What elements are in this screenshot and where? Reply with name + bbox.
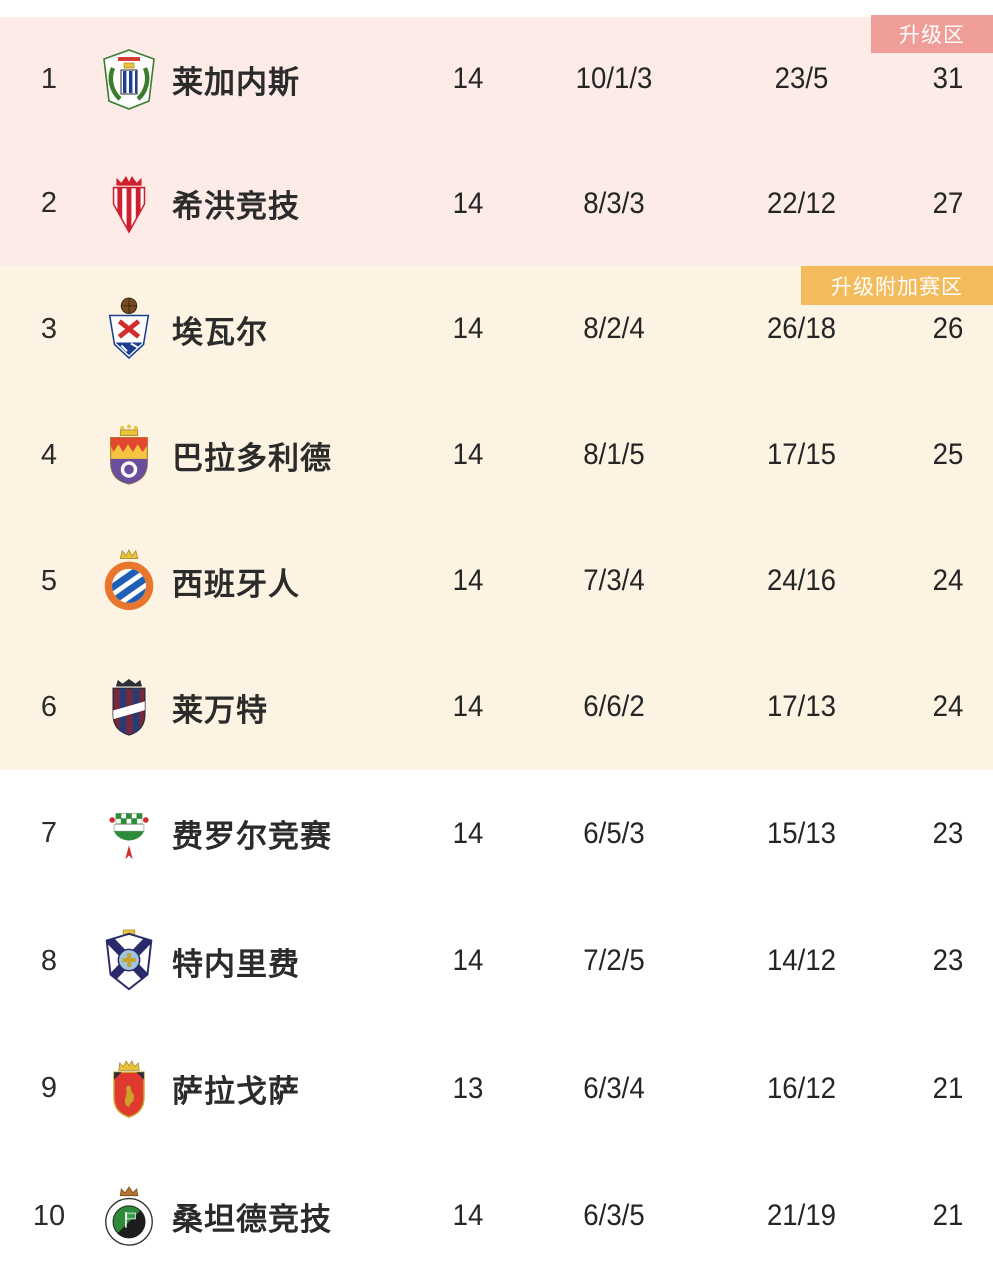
table-row[interactable]: 6 莱万特 14 6/6/2 17/13 24 — [0, 644, 993, 770]
win-draw-loss: 6/6/2 — [583, 690, 645, 723]
points: 26 — [932, 312, 964, 345]
rank: 8 — [40, 944, 58, 977]
rank: 9 — [40, 1072, 58, 1105]
espanyol-crest-icon — [98, 547, 160, 615]
team-name: 巴拉多利德 — [172, 440, 332, 476]
win-draw-loss: 8/2/4 — [583, 312, 645, 345]
team-name: 桑坦德竞技 — [172, 1201, 332, 1237]
rank: 5 — [40, 564, 58, 597]
goals-for-against: 15/13 — [766, 816, 837, 850]
rank: 6 — [40, 690, 58, 723]
table-row[interactable]: 9 萨拉戈萨 13 6/3/4 16/12 21 — [0, 1025, 993, 1153]
matches-played: 14 — [452, 944, 484, 978]
rank: 10 — [32, 1199, 66, 1232]
goals-for-against: 26/18 — [766, 312, 837, 345]
leganes-crest-icon — [98, 46, 160, 112]
team-name: 莱加内斯 — [172, 64, 300, 100]
win-draw-loss: 8/1/5 — [583, 438, 645, 471]
playoff-zone-badge: 升级附加赛区 — [801, 266, 993, 305]
matches-played: 14 — [452, 690, 484, 723]
table-row[interactable]: 2 希洪竞技 14 8/3/3 22/12 27 — [0, 142, 993, 267]
eibar-crest-icon — [98, 296, 160, 362]
team-name: 西班牙人 — [172, 566, 300, 602]
points: 23 — [932, 944, 964, 978]
win-draw-loss: 8/3/3 — [583, 186, 645, 220]
sporting-gijon-crest-icon — [98, 172, 160, 236]
rank: 4 — [40, 438, 58, 471]
win-draw-loss: 6/3/4 — [583, 1071, 645, 1105]
win-draw-loss: 7/3/4 — [583, 564, 645, 597]
matches-played: 14 — [452, 564, 484, 597]
goals-for-against: 22/12 — [766, 186, 837, 220]
goals-for-against: 21/19 — [766, 1199, 837, 1233]
goals-for-against: 17/15 — [766, 438, 837, 471]
table-row[interactable]: 3 埃瓦尔 14 8/2/4 26/18 26 — [0, 266, 993, 392]
matches-played: 14 — [452, 438, 484, 471]
table-row[interactable]: 8 特内里费 14 7/2/5 14/12 23 — [0, 898, 993, 1026]
table-row[interactable]: 7 费罗尔竞赛 14 6/5/3 15/13 23 — [0, 770, 993, 898]
goals-for-against: 24/16 — [766, 564, 837, 597]
table-row[interactable]: 1 莱加内斯 14 10/1/3 23/5 31 — [0, 17, 993, 142]
racing-ferrol-crest-icon — [98, 802, 160, 866]
rank: 7 — [40, 817, 58, 850]
goals-for-against: 23/5 — [774, 62, 829, 96]
points: 25 — [932, 438, 964, 471]
points: 31 — [932, 62, 964, 96]
goals-for-against: 17/13 — [766, 690, 837, 723]
santander-crest-icon — [98, 1182, 160, 1250]
points: 24 — [932, 690, 964, 723]
top-strip — [0, 0, 993, 17]
valladolid-crest-icon — [98, 422, 160, 488]
win-draw-loss: 7/2/5 — [583, 944, 645, 978]
points: 21 — [932, 1071, 964, 1105]
goals-for-against: 14/12 — [766, 944, 837, 978]
promotion-zone-badge: 升级区 — [871, 15, 993, 53]
matches-played: 14 — [452, 312, 484, 345]
table-row[interactable]: 4 巴拉多利德 14 8/1/5 17/15 25 — [0, 392, 993, 518]
promotion-zone: 升级区 1 莱加内斯 14 10/1/3 23/5 3 — [0, 15, 993, 267]
win-draw-loss: 10/1/3 — [575, 62, 653, 96]
mid-table-zone: 7 费罗尔竞赛 14 6/5/3 15/13 23 — [0, 770, 993, 1280]
team-name: 萨拉戈萨 — [172, 1074, 300, 1110]
team-name: 埃瓦尔 — [172, 314, 268, 350]
points: 21 — [932, 1199, 964, 1233]
points: 23 — [932, 816, 964, 850]
matches-played: 14 — [452, 1199, 484, 1233]
zaragoza-crest-icon — [98, 1056, 160, 1122]
goals-for-against: 16/12 — [766, 1071, 837, 1105]
win-draw-loss: 6/5/3 — [583, 816, 645, 850]
playoff-zone: 升级附加赛区 3 埃瓦尔 14 8/2/4 26/18 26 4 — [0, 266, 993, 770]
table-row[interactable]: 10 桑坦德竞技 14 6/3/5 21/19 21 — [0, 1153, 993, 1280]
team-name: 莱万特 — [172, 692, 268, 728]
rank: 1 — [40, 62, 58, 95]
matches-played: 14 — [452, 62, 484, 96]
levante-crest-icon — [98, 675, 160, 739]
team-name: 费罗尔竞赛 — [172, 819, 332, 855]
rank: 2 — [40, 187, 58, 220]
table-row[interactable]: 5 西班牙人 14 7/3/4 24/16 24 — [0, 518, 993, 644]
matches-played: 13 — [452, 1071, 484, 1105]
win-draw-loss: 6/3/5 — [583, 1199, 645, 1233]
points: 27 — [932, 186, 964, 220]
points: 24 — [932, 564, 964, 597]
matches-played: 14 — [452, 186, 484, 220]
matches-played: 14 — [452, 816, 484, 850]
rank: 3 — [40, 312, 58, 345]
team-name: 特内里费 — [172, 946, 300, 982]
team-name: 希洪竞技 — [172, 189, 300, 225]
tenerife-crest-icon — [98, 928, 160, 994]
